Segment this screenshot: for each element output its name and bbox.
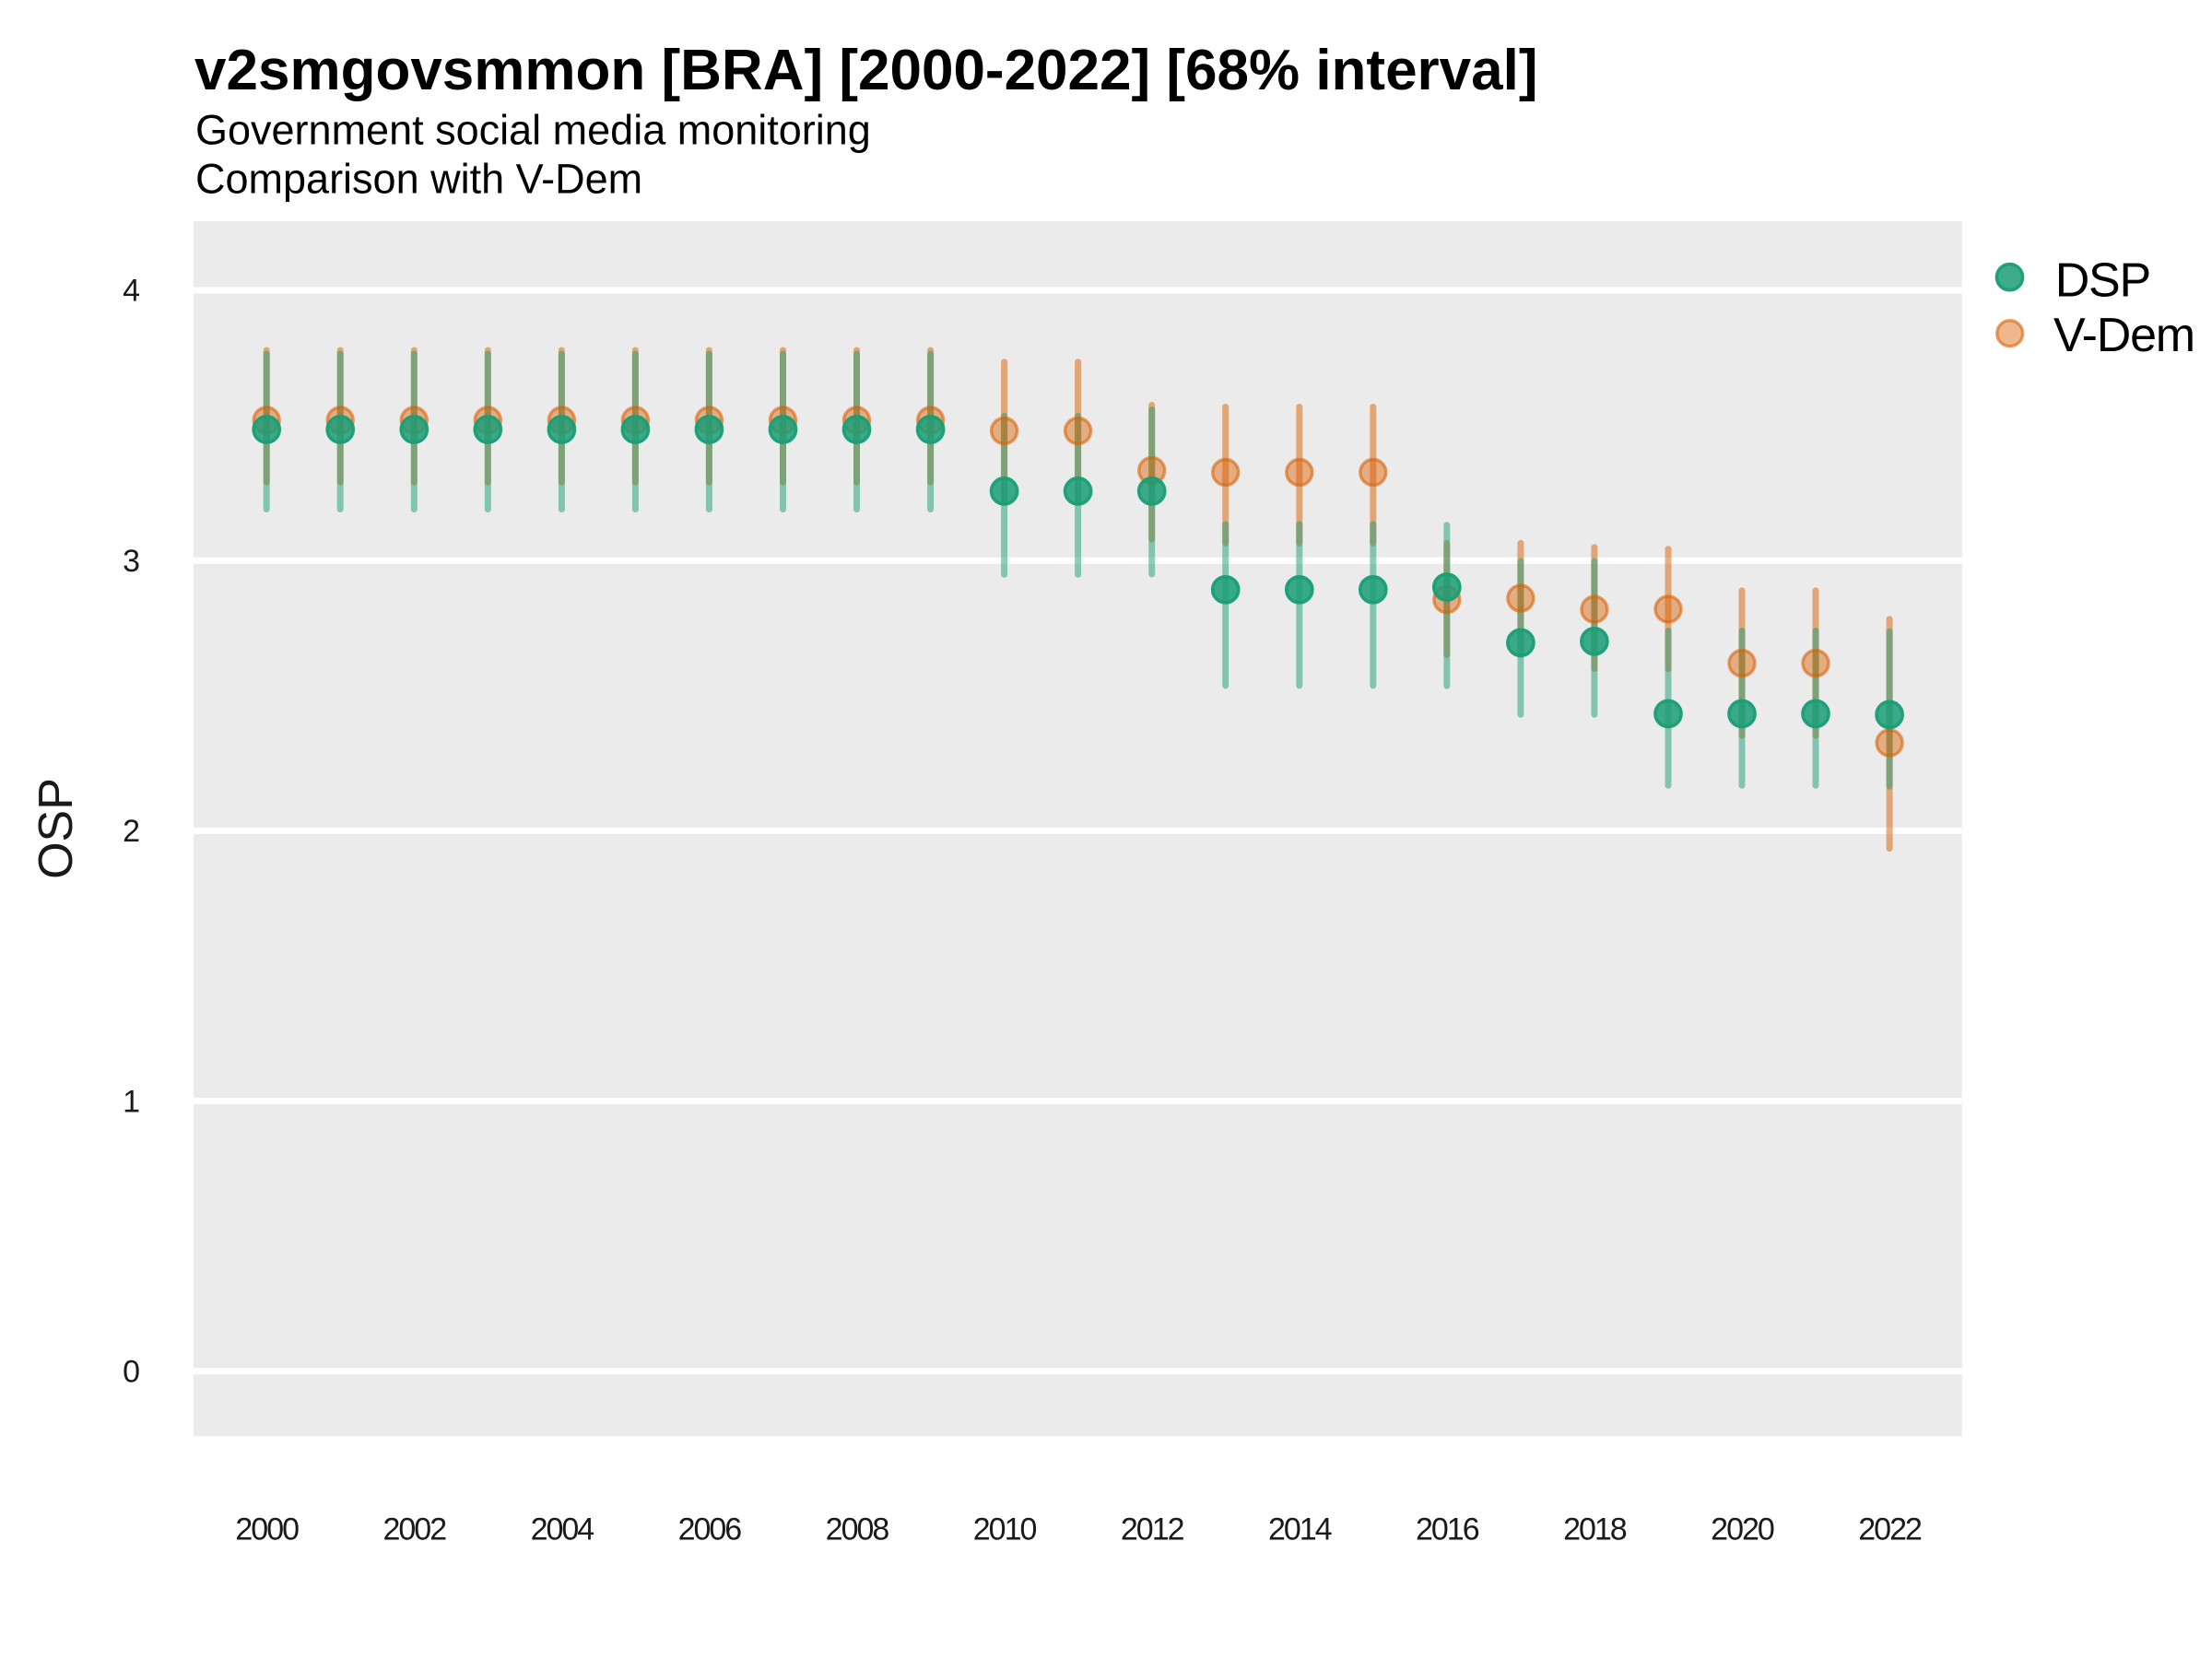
svg-text:2018: 2018 <box>1563 1512 1627 1547</box>
svg-text:2010: 2010 <box>973 1512 1037 1547</box>
svg-text:2002: 2002 <box>382 1512 446 1547</box>
svg-text:DSP: DSP <box>2055 254 2150 308</box>
svg-text:0: 0 <box>123 1355 140 1390</box>
svg-text:4: 4 <box>123 274 140 309</box>
svg-text:2012: 2012 <box>1121 1512 1184 1547</box>
svg-text:Comparison with V-Dem: Comparison with V-Dem <box>195 156 642 203</box>
svg-text:2: 2 <box>123 814 140 849</box>
svg-text:3: 3 <box>123 544 140 579</box>
svg-text:2014: 2014 <box>1268 1512 1332 1547</box>
svg-text:OSP: OSP <box>29 778 83 879</box>
svg-text:2022: 2022 <box>1858 1512 1922 1547</box>
svg-text:2000: 2000 <box>235 1512 299 1547</box>
svg-text:2008: 2008 <box>826 1512 889 1547</box>
svg-text:2016: 2016 <box>1416 1512 1479 1547</box>
svg-text:1: 1 <box>123 1084 140 1119</box>
svg-text:Government social media monito: Government social media monitoring <box>195 106 871 153</box>
svg-text:2006: 2006 <box>678 1512 742 1547</box>
svg-text:2004: 2004 <box>531 1512 594 1547</box>
svg-text:2020: 2020 <box>1711 1512 1774 1547</box>
svg-text:V-Dem: V-Dem <box>2053 309 2194 362</box>
svg-text:v2smgovsmmon [BRA] [2000-2022]: v2smgovsmmon [BRA] [2000-2022] [68% inte… <box>194 39 1538 102</box>
